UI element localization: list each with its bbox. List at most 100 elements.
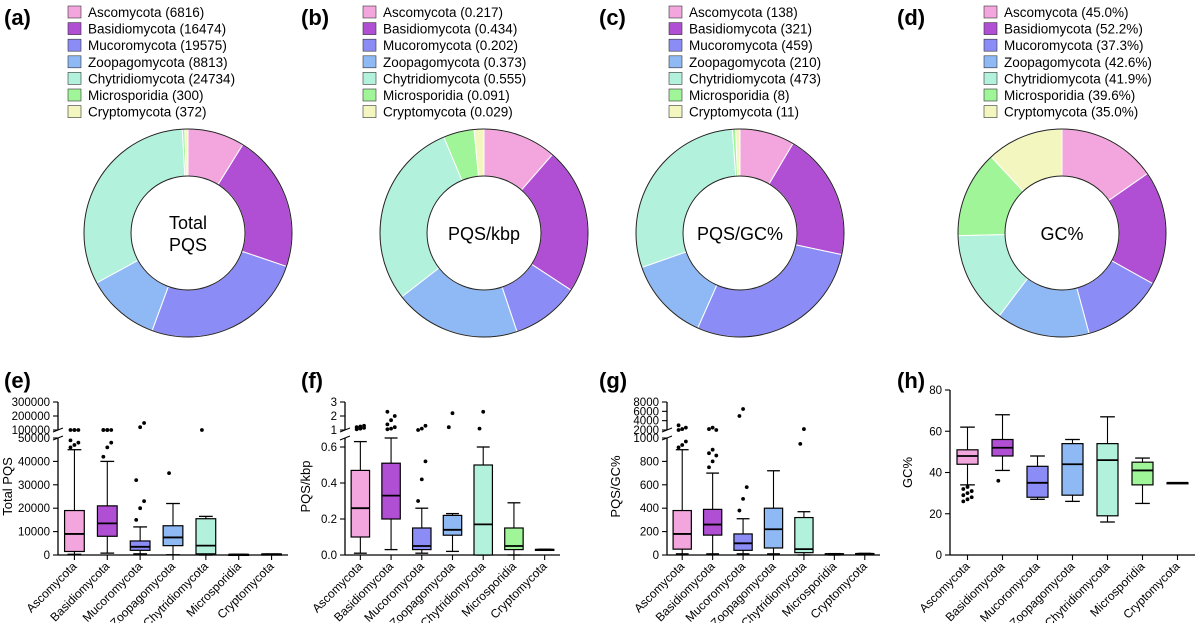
legend-swatch: [668, 72, 683, 85]
pie-hole: [426, 175, 542, 291]
box-mucoromycota: [411, 527, 432, 551]
box-chytridiomycota: [473, 464, 494, 556]
outlier-point: [741, 496, 745, 501]
outlier-point: [200, 428, 204, 432]
outlier-point: [737, 414, 742, 418]
box-zoopagomycota: [442, 514, 463, 536]
y-tick-label: 0: [936, 550, 942, 562]
pie-outer-ring: [957, 128, 1167, 338]
box-ascomycota: [956, 449, 979, 465]
outlier-point: [683, 425, 688, 430]
outlier-point: [798, 441, 803, 446]
legend-entry: Cryptomycota (11): [689, 105, 799, 120]
outlier-point: [419, 426, 424, 431]
box-microsporidia: [504, 527, 524, 551]
outlier-point: [710, 459, 715, 464]
legend-entry: Mucoromycota (19575): [88, 38, 227, 53]
box-mucoromycota: [733, 533, 753, 551]
legend-entry: Basidiomycota (0.434): [383, 22, 517, 37]
outlier-point: [737, 508, 742, 513]
outlier-point: [385, 409, 390, 414]
outlier-point: [676, 428, 681, 432]
y-tick-label: 400: [640, 503, 659, 515]
pie-outer-ring: [379, 128, 589, 338]
legend-swatch: [67, 38, 82, 52]
outlier-point: [707, 465, 711, 470]
outlier-point: [392, 414, 397, 418]
box-chytridiomycota: [794, 516, 814, 554]
outlier-point: [707, 427, 711, 431]
axis-break: [339, 427, 351, 441]
y-tick-label: 2000: [633, 425, 659, 437]
outlier-point: [416, 499, 420, 503]
y-tick-label: 6000: [633, 406, 659, 418]
outlier-point: [481, 409, 486, 414]
legend-swatch: [983, 5, 998, 19]
legend-swatch: [668, 55, 683, 69]
outlier-point: [416, 428, 420, 432]
outlier-point: [707, 451, 711, 456]
pie-center-label: PQS/kbp: [448, 224, 520, 244]
y-tick-label: 40: [929, 468, 942, 480]
outlier-point: [683, 439, 688, 444]
legend-entry: Cryptomycota (372): [88, 105, 207, 120]
legend-swatch: [362, 105, 377, 118]
y-tick-label: 10000: [18, 527, 50, 539]
outlier-point: [72, 428, 77, 432]
outlier-point: [138, 425, 143, 430]
legend-entry: Zoopagomycota (42.6%): [1004, 55, 1152, 70]
outlier-point: [362, 423, 366, 428]
box-basidiomycota: [381, 462, 401, 520]
outlier-point: [423, 459, 428, 464]
pie-panel-2: (b) Ascomycota (0.217) Basidiomycota (0.43…: [301, 5, 589, 338]
outlier-point: [969, 489, 974, 493]
outlier-point: [446, 425, 451, 430]
y-tick-label: 0.0: [321, 550, 337, 562]
outlier-point: [961, 487, 966, 491]
outlier-point: [142, 421, 146, 425]
legend-swatch: [67, 22, 82, 35]
y-tick-label: 30000: [18, 480, 50, 492]
y-axis-title: GC%: [900, 457, 915, 489]
y-tick-label: 8000: [633, 397, 659, 409]
legend-entry: Basidiomycota (16474): [88, 22, 226, 37]
y-tick-label: 600: [640, 480, 659, 492]
legend-swatch: [67, 105, 82, 118]
legend-swatch: [362, 55, 377, 69]
legend-entry: Basidiomycota (321): [689, 22, 812, 37]
legend-swatch: [668, 22, 683, 35]
box-chytridiomycota: [1096, 443, 1119, 517]
y-tick-label: 2: [331, 411, 337, 423]
legend-swatch: [983, 38, 998, 52]
legend-swatch: [362, 5, 377, 19]
panel-label: (d): [897, 5, 925, 30]
outlier-point: [680, 443, 685, 447]
legend-entry: Microsporidia (39.6%): [1004, 88, 1135, 103]
outlier-point: [714, 453, 719, 458]
panel-label: (a): [4, 5, 31, 30]
y-axis-title: PQS/GC%: [608, 455, 623, 518]
legend-entry: Ascomycota (0.217): [383, 5, 503, 20]
outlier-point: [965, 491, 970, 496]
pie-center-label: PQS/GC%: [697, 224, 783, 244]
outlier-point: [961, 499, 966, 504]
outlier-point: [101, 428, 106, 432]
outlier-point: [389, 418, 393, 423]
legend-swatch: [362, 88, 377, 102]
y-tick-label: 60: [929, 426, 942, 438]
outlier-point: [744, 485, 749, 490]
y-axis-title: PQS/kbp: [298, 460, 313, 512]
y-tick-label: 100000: [12, 425, 50, 437]
outlier-point: [741, 407, 745, 411]
outlier-point: [714, 428, 719, 432]
legend-entry: Chytridiomycota (0.555): [383, 71, 526, 86]
legend-entry: Cryptomycota (35.0%): [1004, 105, 1138, 120]
outlier-point: [969, 495, 974, 500]
legend-swatch: [362, 72, 377, 85]
panel-label: (b): [301, 5, 329, 30]
legend-swatch: [67, 72, 82, 85]
pie-center-label: GC%: [1040, 224, 1083, 244]
legend-swatch: [668, 38, 683, 52]
outlier-point: [105, 428, 110, 432]
y-tick-label: 200000: [12, 411, 50, 423]
